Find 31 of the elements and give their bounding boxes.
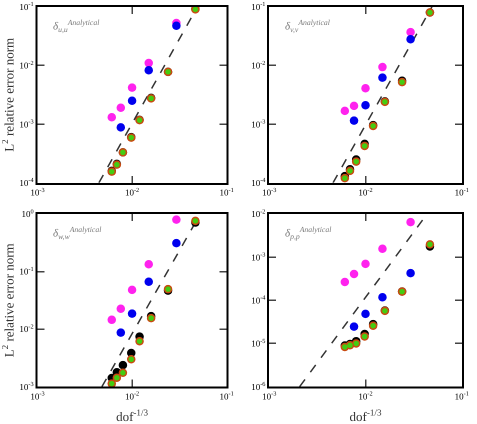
y-tick-label: 10$^{-4}$ bbox=[251, 294, 266, 306]
y-tick-label: 10$^{-2}$ bbox=[251, 60, 266, 71]
x-tick-label: 10$^{-2}$ bbox=[124, 186, 140, 198]
y-tick-label: 10$^{0}$ bbox=[22, 208, 34, 220]
x-tick-label: 10$^{-1}$ bbox=[220, 186, 234, 198]
x-tick-label: 10$^{-2}$ bbox=[358, 390, 373, 402]
y-tick-label: 10$^{-3}$ bbox=[19, 118, 34, 130]
y-tick-label: 10$^{-4}$ bbox=[251, 177, 266, 188]
y-tick-label: 10$^{-1}$ bbox=[19, 266, 34, 277]
y-tick-label: 10$^{-1}$ bbox=[251, 1, 266, 12]
x-axis-title: dof$^{-1/3}$ bbox=[116, 408, 149, 424]
y-tick-label: 10$^{-3}$ bbox=[251, 118, 266, 130]
y-tick-label: 10$^{-2}$ bbox=[251, 208, 266, 220]
x-tick-label: 10$^{-1}$ bbox=[454, 186, 469, 198]
y-tick-label: 10$^{-6}$ bbox=[251, 381, 266, 392]
x-tick-label: 10$^{-3}$ bbox=[262, 186, 276, 198]
x-tick-label: 10$^{-3}$ bbox=[30, 390, 45, 402]
y-tick-label: 10$^{-1}$ bbox=[19, 1, 34, 12]
x-tick-label: 10$^{-2}$ bbox=[358, 186, 373, 198]
x-axis-title: dof$^{-1/3}$ bbox=[350, 408, 382, 424]
x-tick-label: 10$^{-3}$ bbox=[30, 186, 45, 198]
x-tick-label: 10$^{-3}$ bbox=[262, 390, 276, 402]
y-tick-label: 10$^{-2}$ bbox=[19, 60, 34, 71]
y-tick-label: 10$^{-4}$ bbox=[19, 177, 35, 188]
y-tick-label: 10$^{-3}$ bbox=[251, 252, 266, 262]
x-tick-label: 10$^{-1}$ bbox=[220, 390, 234, 402]
y-tick-label: 10$^{-5}$ bbox=[251, 338, 266, 349]
y-tick-label: 10$^{-2}$ bbox=[19, 323, 34, 334]
x-tick-label: 10$^{-2}$ bbox=[124, 390, 140, 402]
x-tick-label: 10$^{-1}$ bbox=[454, 390, 469, 402]
y-tick-label: 10$^{-3}$ bbox=[19, 381, 34, 392]
